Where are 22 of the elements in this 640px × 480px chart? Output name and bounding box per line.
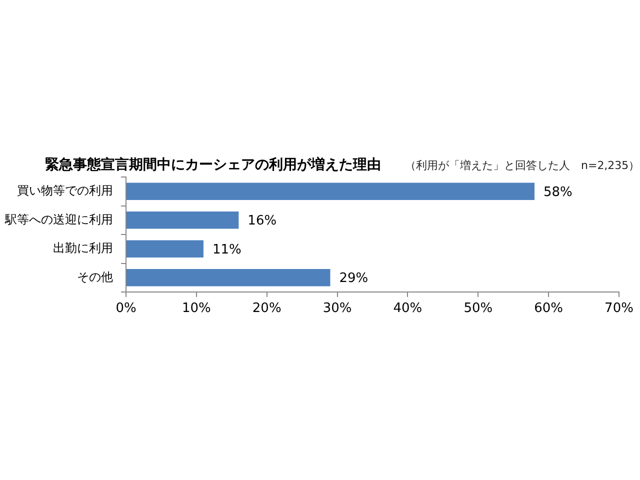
- x-tick-label: 20%: [252, 301, 282, 316]
- y-tick-label: 出勤に利用: [53, 241, 113, 255]
- chart-subtitle: （利用が「増えた」と回答した人 n=2,235）: [405, 158, 640, 173]
- bar: [126, 240, 204, 258]
- y-tick-label: その他: [77, 270, 113, 284]
- x-tick-label: 50%: [464, 301, 493, 316]
- data-label: 58%: [543, 184, 572, 200]
- data-label: 16%: [248, 214, 277, 228]
- bar: [126, 212, 239, 229]
- bar: [126, 182, 534, 200]
- y-tick-label: 駅等への送迎に利用: [4, 212, 113, 226]
- chart-title: 緊急事態宣言期間中にカーシェアの利用が増えた理由: [45, 156, 381, 174]
- bar: [126, 269, 330, 286]
- x-tick-label: 0%: [116, 301, 136, 316]
- data-label: 11%: [212, 242, 242, 258]
- x-tick-label: 10%: [182, 301, 211, 316]
- x-tick-label: 70%: [604, 301, 634, 316]
- x-tick-label: 60%: [534, 301, 564, 316]
- y-tick-label: 買い物等での利用: [17, 184, 113, 198]
- x-tick-label: 40%: [393, 301, 422, 316]
- x-tick-label: 30%: [322, 301, 352, 316]
- data-label: 29%: [339, 271, 368, 286]
